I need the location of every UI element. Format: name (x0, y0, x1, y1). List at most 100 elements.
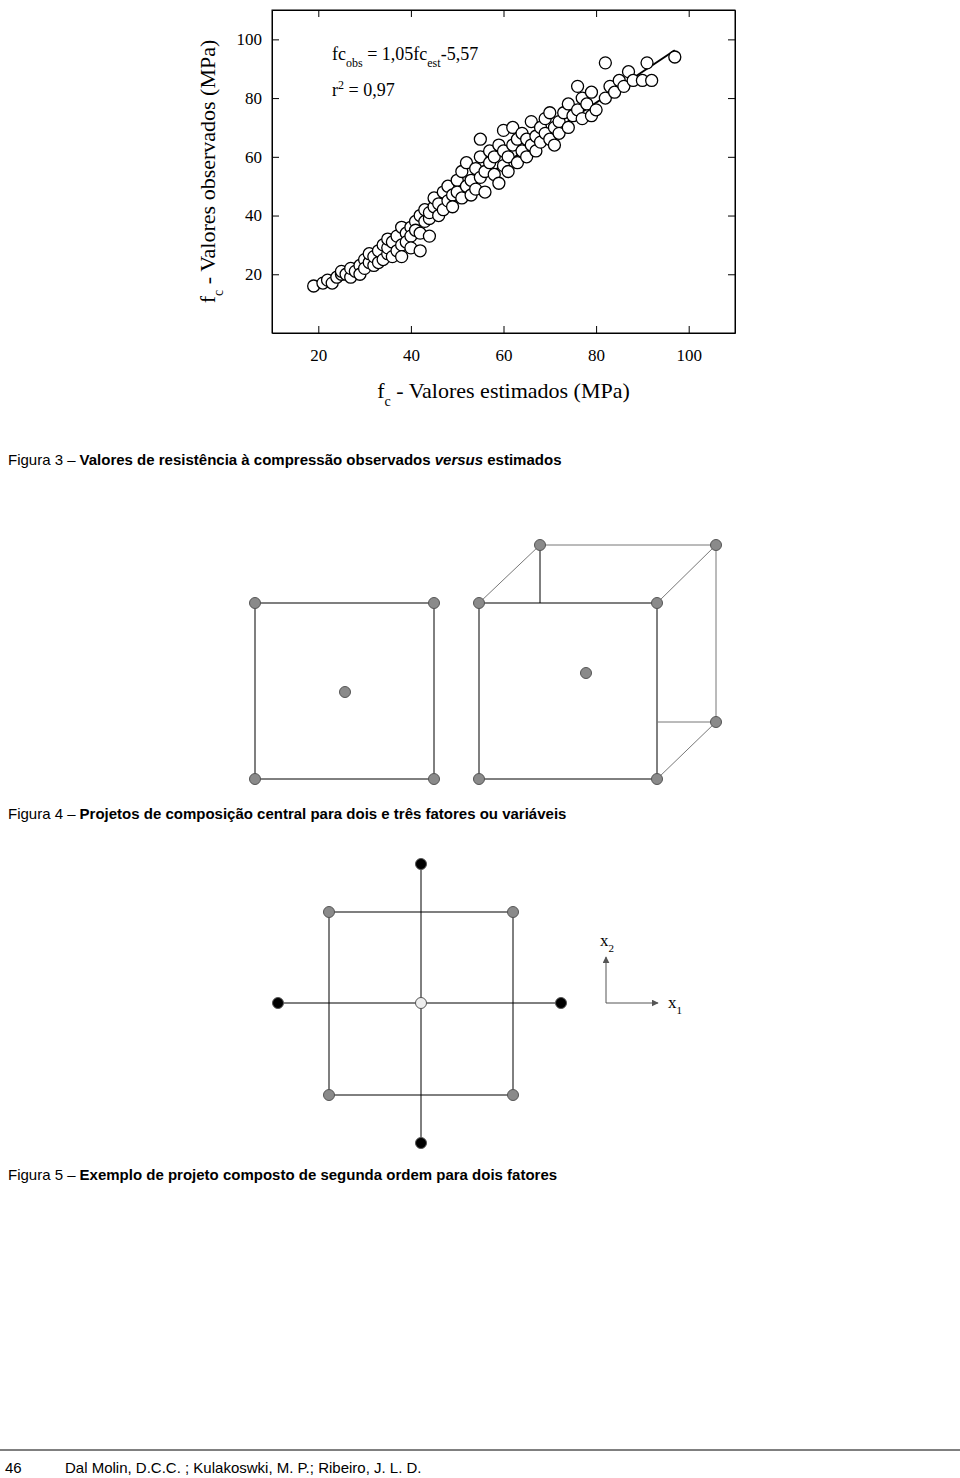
text-part: = 0,97 (344, 80, 395, 100)
cube-front (479, 603, 657, 779)
plot-area (308, 50, 681, 292)
tick (728, 98, 735, 99)
design-point (508, 1090, 519, 1101)
tick-label: 100 (676, 346, 702, 365)
tick-label: 60 (245, 148, 262, 167)
edge (716, 545, 717, 722)
tick: 100 (676, 326, 702, 365)
design-point (324, 907, 335, 918)
tick: 80 (245, 89, 279, 108)
tick (411, 10, 412, 17)
tick-mark (411, 326, 412, 333)
point (572, 80, 584, 92)
axis-arrow (606, 957, 607, 1003)
design-point (711, 717, 722, 728)
tick-label: 80 (588, 346, 605, 365)
axis-label: x2 (600, 931, 614, 954)
point (479, 186, 491, 198)
text-part: - Valores estimados (MPa) (391, 378, 630, 403)
design-point (474, 774, 485, 785)
tick-mark (272, 39, 279, 40)
caption-text: Projetos de composição central para dois… (80, 805, 567, 822)
design-point (250, 598, 261, 609)
figure-caption: Figura 4 –Projetos de composição central… (8, 805, 566, 822)
annotation: fcobs = 1,05fcest-5,57 (332, 44, 478, 70)
point (562, 121, 574, 133)
tick: 20 (245, 265, 279, 284)
axial-point (416, 859, 427, 870)
tick (504, 10, 505, 17)
design-point (711, 540, 722, 551)
point (423, 230, 435, 242)
point (474, 133, 486, 145)
caption-label: Figura 4 – (8, 805, 76, 822)
tick (689, 10, 690, 17)
tick-mark (596, 326, 597, 333)
tick: 40 (245, 206, 279, 225)
tick (596, 10, 597, 17)
tick-mark (318, 326, 319, 333)
point (396, 251, 408, 263)
caption-text: versus (435, 451, 483, 468)
footer-rule (0, 1450, 960, 1451)
y-axis-title: fc - Valores observados (MPa) (195, 40, 226, 304)
axial-point (556, 998, 567, 1009)
plot-frame (272, 10, 735, 333)
text-part: est (427, 56, 441, 70)
point (493, 177, 505, 189)
point (646, 74, 658, 86)
design-point (508, 907, 519, 918)
tick-label: 40 (403, 346, 420, 365)
caption-text: Exemplo de projeto composto de segunda o… (80, 1166, 558, 1183)
tick-mark (411, 10, 412, 17)
tick: 60 (496, 326, 513, 365)
tick (728, 39, 735, 40)
point (641, 57, 653, 69)
text-part: - Valores observados (MPa) (195, 40, 220, 290)
page: 20 40 60 80 100 20 40 60 80 100 fcobs = 1,05fcest-… (0, 0, 960, 1478)
point (585, 86, 597, 98)
design-point (652, 774, 663, 785)
tick (318, 10, 319, 17)
axis-line (273, 333, 736, 334)
caption-label: Figura 5 – (8, 1166, 76, 1183)
tick-label: 60 (496, 346, 513, 365)
edge (657, 545, 716, 603)
tick-mark (689, 10, 690, 17)
tick: 20 (310, 326, 327, 365)
tick (728, 216, 735, 217)
text-part: 1 (677, 1004, 683, 1016)
text-part: 2 (609, 942, 615, 954)
point (502, 166, 514, 178)
caption-text: Valores de resistência à compressão obse… (80, 451, 435, 468)
tick-mark (504, 10, 505, 17)
scatter-chart: 20 40 60 80 100 20 40 60 80 100 fcobs = 1,05fcest-… (195, 10, 736, 409)
design-point (250, 774, 261, 785)
design-point (535, 540, 546, 551)
tick: 100 (237, 30, 280, 49)
tick: 40 (403, 326, 420, 365)
footer-authors: Dal Molin, D.C.C. ; Kulakoswki, M. P.; R… (65, 1459, 422, 1476)
tick: 60 (245, 148, 279, 167)
design-point (652, 598, 663, 609)
figure-4 (250, 540, 722, 785)
x-axis: 20 40 60 80 100 (273, 326, 736, 365)
tick-label: 20 (310, 346, 327, 365)
tick-mark (689, 326, 690, 333)
text-part: -5,57 (441, 44, 479, 64)
fit-line (328, 50, 675, 281)
tick-mark (272, 157, 279, 158)
tick-mark (272, 98, 279, 99)
point (548, 139, 560, 151)
text-part: = 1,05fc (363, 44, 428, 64)
annotation: r2 = 0,97 (332, 78, 395, 100)
tick-label: 20 (245, 265, 262, 284)
tick (728, 157, 735, 158)
edge (540, 545, 716, 546)
axis-line (272, 11, 273, 334)
point (669, 51, 681, 63)
axis-line (735, 11, 736, 334)
center-point (581, 668, 592, 679)
axial-point (273, 998, 284, 1009)
axial-point (416, 1138, 427, 1149)
